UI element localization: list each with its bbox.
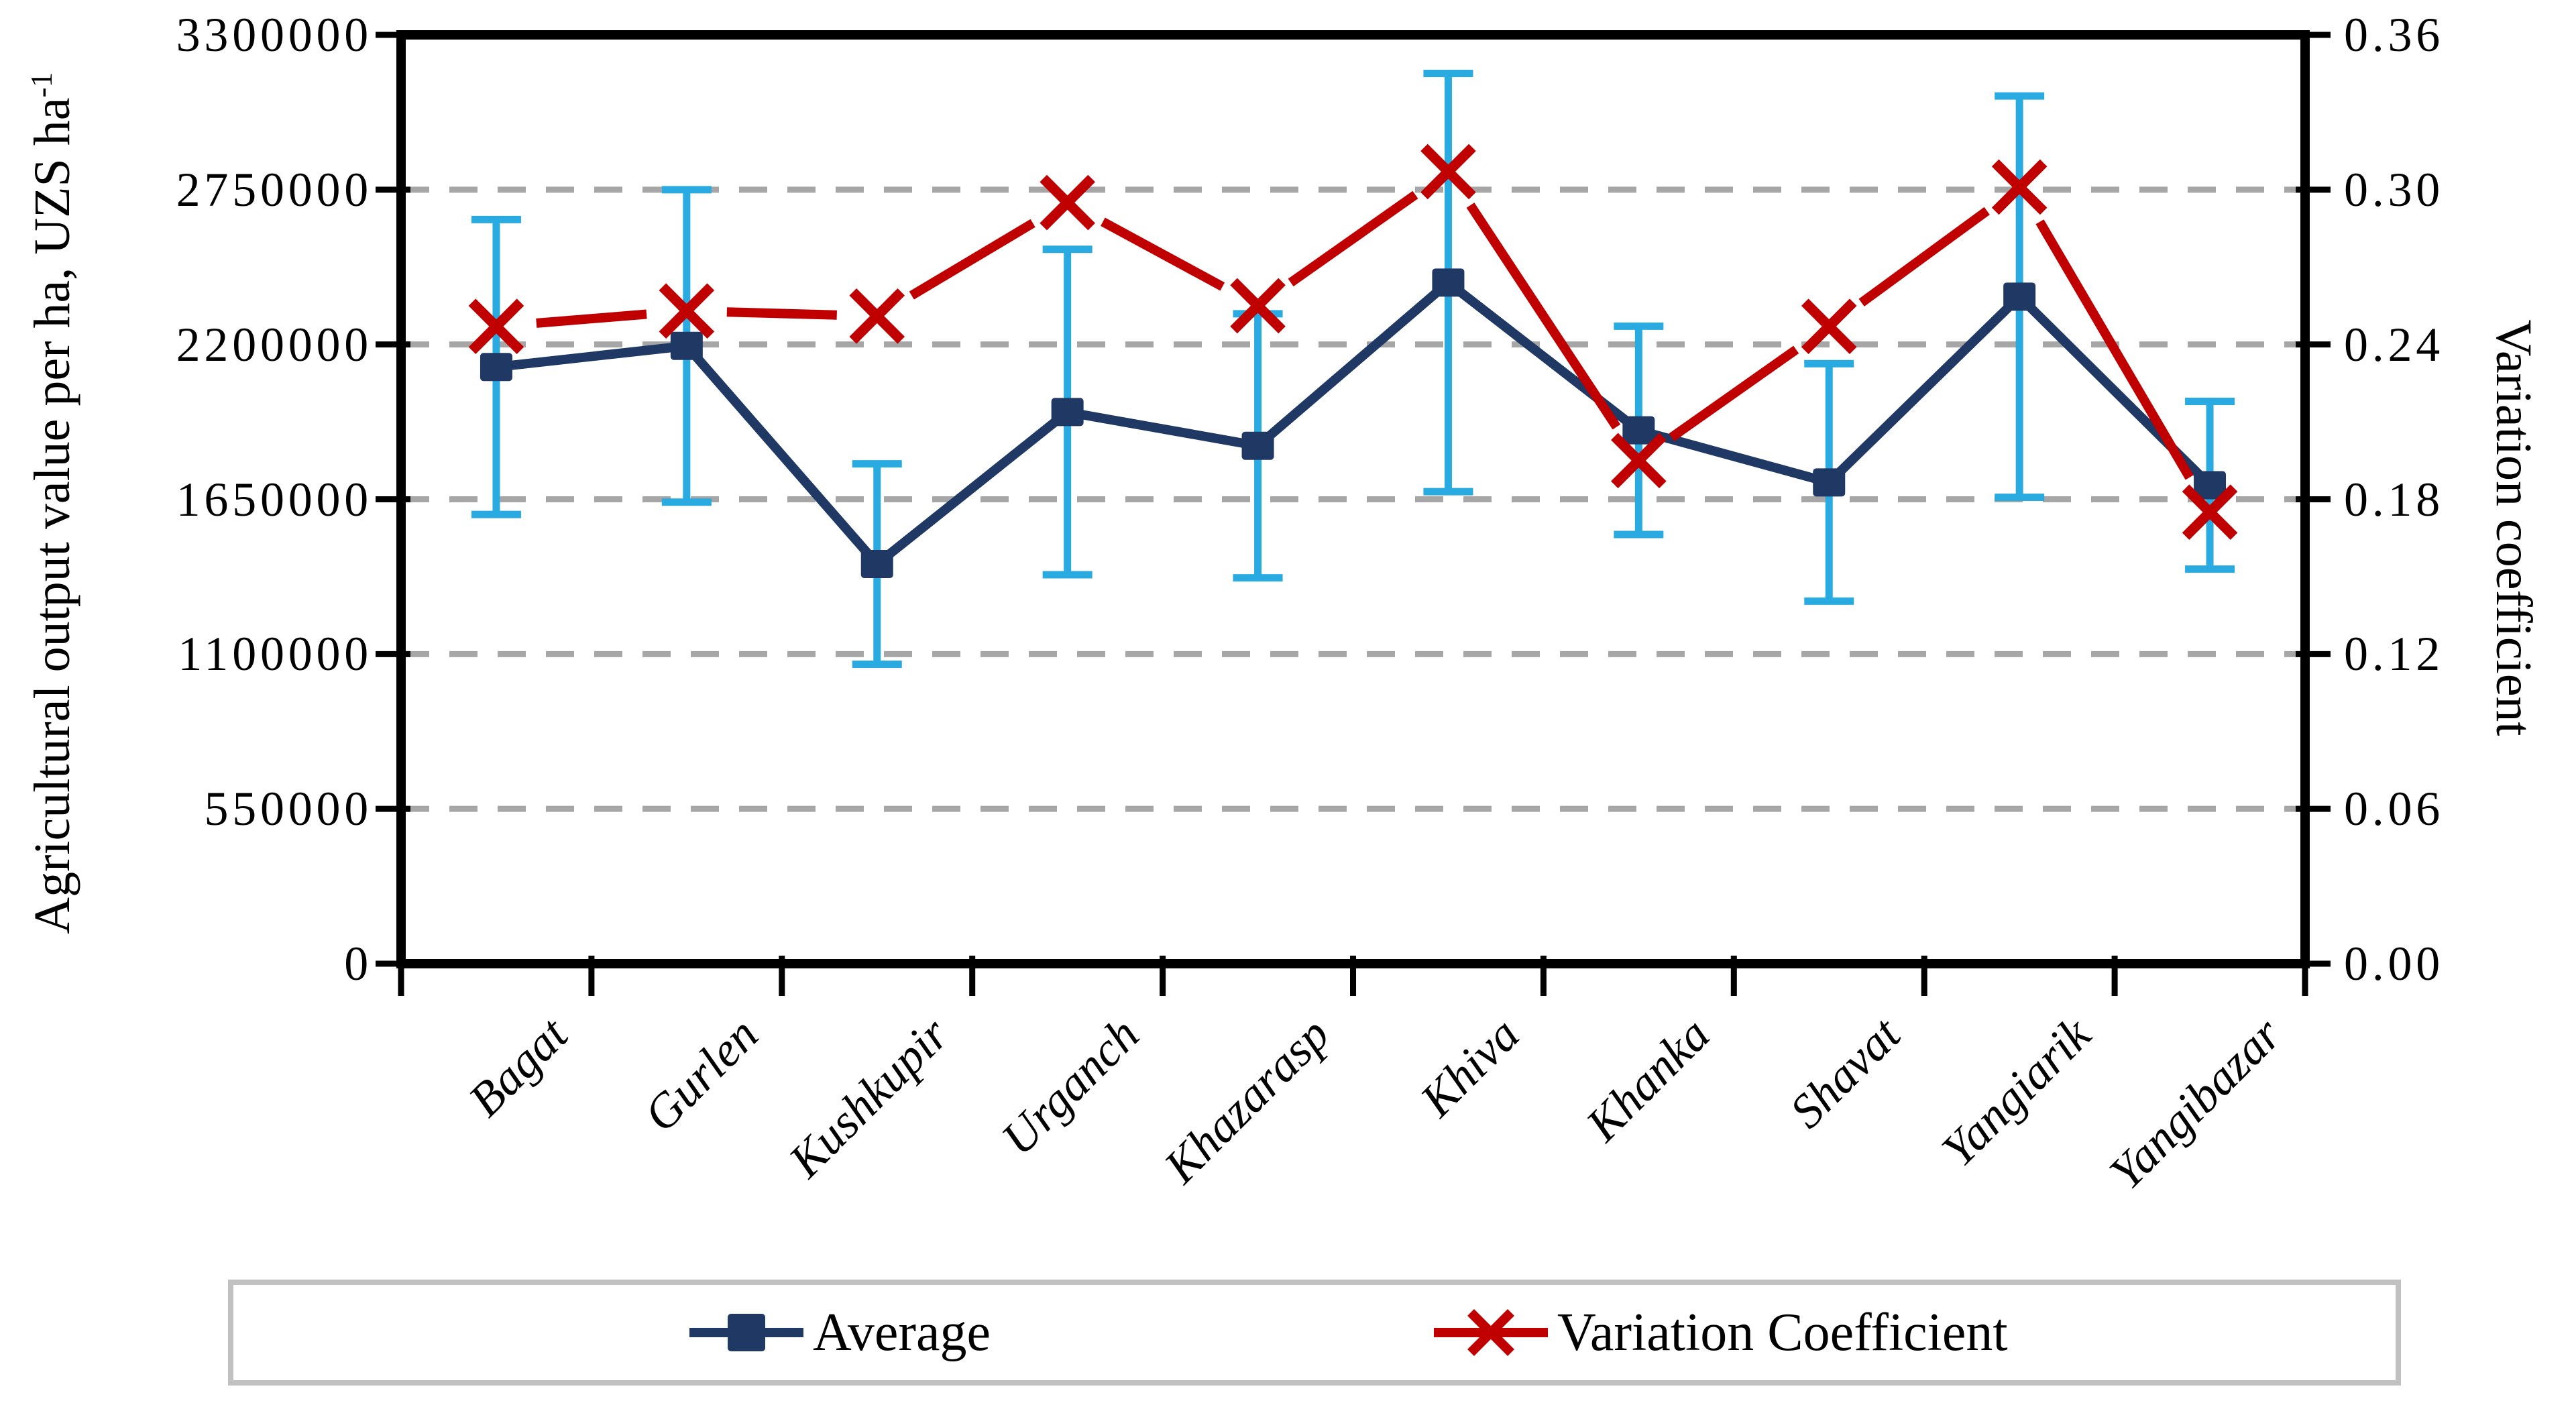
y-axis-right-tick-label: 0.24 xyxy=(2344,317,2445,372)
average-legend-marker-icon xyxy=(689,1314,803,1351)
y-axis-left-title-text: Agricultural output value per ha, UZS ha xyxy=(24,97,81,934)
y-axis-left-title-superscript: -1 xyxy=(23,72,58,98)
average-series xyxy=(480,268,2227,579)
y-axis-right-tick-label: 0.18 xyxy=(2344,472,2445,526)
y-axis-left-tick-label: 2750000 xyxy=(176,162,372,217)
average-marker xyxy=(860,550,893,579)
legend-label-variation-coefficient: Variation Coefficient xyxy=(1557,1302,2008,1362)
variation-coefficient-marker xyxy=(849,288,905,344)
variation-coefficient-marker xyxy=(1611,433,1667,489)
y-axis-left-tick-label: 1650000 xyxy=(176,472,372,526)
y-axis-right-tick-label: 0.06 xyxy=(2344,782,2445,836)
y-axis-right-tick-label: 0.30 xyxy=(2344,162,2445,217)
variation-coefficient-series xyxy=(468,144,2238,541)
variation-coefficient-marker xyxy=(1420,144,1476,200)
variation-coefficient-marker xyxy=(1040,174,1095,231)
y-axis-right-title: Variation coefficient xyxy=(2485,159,2542,897)
average-marker xyxy=(1432,268,1465,297)
y-axis-left-tick-label: 550000 xyxy=(204,782,372,836)
variation-coefficient-marker xyxy=(1991,159,2048,215)
average-marker xyxy=(2194,471,2227,500)
y-axis-left-tick-label: 0 xyxy=(344,937,372,991)
legend: Average Variation Coefficient xyxy=(228,1280,2401,1386)
y-axis-right-tick-label: 0.36 xyxy=(2344,8,2445,62)
variation-coefficient-marker xyxy=(1801,298,1857,355)
variation-coefficient-marker xyxy=(1230,278,1286,334)
axes xyxy=(376,30,2331,996)
average-marker xyxy=(1622,416,1655,445)
y-axis-left-title: Agricultural output value per ha, UZS ha… xyxy=(13,0,80,1006)
y-axis-right-tick-label: 0.12 xyxy=(2344,627,2445,681)
average-marker xyxy=(1051,398,1084,427)
gridlines xyxy=(401,186,2305,812)
y-axis-left-tick-label: 2200000 xyxy=(176,317,372,372)
legend-item-average: Average xyxy=(689,1285,991,1380)
average-marker xyxy=(480,353,512,382)
legend-item-variation-coefficient: Variation Coefficient xyxy=(1434,1285,2008,1380)
average-marker xyxy=(670,331,703,360)
average-marker xyxy=(1241,431,1274,460)
legend-label-average: Average xyxy=(813,1302,991,1362)
y-axis-left-tick-label: 1100000 xyxy=(178,627,372,681)
average-marker xyxy=(1813,468,1846,497)
variation-coefficient-marker xyxy=(468,298,524,355)
y-axis-left-tick-label: 3300000 xyxy=(176,8,372,62)
y-axis-right-tick-label: 0.00 xyxy=(2344,937,2445,991)
variation-coefficient-marker xyxy=(2182,484,2238,541)
average-marker xyxy=(2003,282,2036,311)
variation-coefficient-marker xyxy=(659,283,715,339)
variation-coefficient-legend-marker-icon xyxy=(1434,1309,1548,1356)
y-axis-right-title-text: Variation coefficient xyxy=(2485,319,2542,736)
